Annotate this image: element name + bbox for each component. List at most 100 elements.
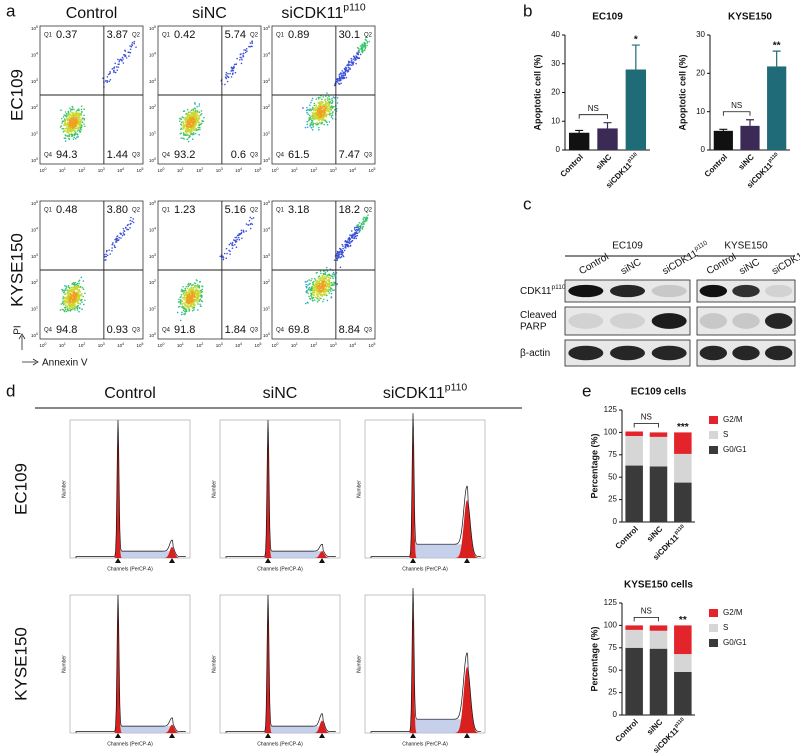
event-dot: [69, 110, 72, 112]
event-dot: [351, 61, 354, 64]
event-dot: [318, 275, 321, 277]
tick-exp: 3: [335, 342, 337, 346]
event-dot: [194, 122, 197, 125]
tick-exp: 0: [45, 167, 47, 171]
tick-exp: 4: [154, 226, 156, 230]
flow-column-label-base: Control: [66, 5, 118, 22]
event-dot: [336, 102, 339, 104]
event-dot: [184, 312, 187, 315]
event-dot: [351, 235, 353, 238]
blot-row-label: PARP: [520, 322, 547, 333]
event-dot: [71, 130, 73, 132]
event-dot: [83, 114, 85, 117]
bar: [713, 130, 733, 150]
y-tick-label: 105: [149, 200, 156, 206]
event-dot: [310, 289, 313, 292]
event-dot: [78, 280, 80, 283]
event-dot: [305, 286, 308, 289]
event-dot: [184, 118, 186, 120]
event-dot: [197, 303, 199, 305]
tick-exp: 5: [260, 342, 262, 346]
tick-base: 10: [263, 280, 269, 285]
event-dot: [74, 137, 77, 140]
tick-exp: 4: [122, 342, 124, 346]
blot-band: [732, 284, 760, 298]
event-dot: [191, 292, 194, 295]
event-dot: [70, 296, 72, 298]
event-dot: [230, 76, 233, 78]
event-dot: [75, 283, 77, 286]
blot-row-label-base: Cleaved: [520, 310, 557, 321]
event-dot: [186, 130, 188, 133]
event-dot: [75, 293, 78, 295]
bar-segment: [649, 648, 668, 715]
blot-band: [568, 313, 604, 329]
event-dot: [309, 123, 312, 125]
tick-exp: 1: [154, 131, 156, 135]
event-dot: [316, 271, 318, 274]
chart-title: KYSE150 cells: [624, 580, 693, 591]
event-dot: [366, 40, 369, 43]
s-phase-fill: [115, 551, 178, 558]
event-dot: [326, 92, 328, 94]
cycle-x-axis: Channels (PerCP-A): [257, 741, 303, 747]
event-dot: [75, 296, 78, 298]
event-dot: [315, 281, 317, 284]
event-dot: [106, 254, 109, 257]
event-dot: [189, 297, 191, 300]
event-dot: [357, 229, 359, 232]
event-dot: [325, 274, 328, 277]
event-dot: [359, 224, 362, 227]
event-dot: [179, 128, 182, 131]
event-dot: [313, 102, 316, 105]
event-dot: [343, 71, 345, 73]
bar-segment: [674, 625, 692, 655]
event-dot: [61, 288, 63, 291]
event-dot: [242, 55, 245, 58]
event-dot: [73, 133, 76, 136]
s-phase-fill: [410, 719, 473, 733]
event-dot: [67, 291, 69, 294]
event-dot: [364, 220, 367, 223]
event-dot: [325, 110, 328, 112]
event-dot: [347, 60, 350, 63]
quadrant-label: Q2: [132, 208, 141, 214]
event-dot: [73, 307, 76, 310]
event-dot: [72, 308, 74, 310]
event-dot: [320, 116, 322, 118]
tick-exp: 4: [36, 51, 38, 55]
event-dot: [184, 133, 187, 136]
g1-peak: [258, 426, 278, 558]
event-dot: [233, 65, 235, 68]
peak-marker: [265, 558, 325, 563]
event-dot: [353, 234, 356, 236]
event-dot: [306, 126, 309, 129]
legend-swatch: [709, 446, 718, 454]
quadrant-label: Q3: [132, 328, 141, 334]
event-dot: [357, 228, 360, 231]
event-dot: [340, 82, 342, 85]
event-dot: [367, 214, 369, 216]
event-dot: [336, 81, 338, 83]
event-dot: [186, 138, 189, 140]
event-dot: [324, 111, 327, 114]
plot-frame: [69, 419, 191, 559]
event-dot: [191, 298, 193, 300]
event-dot: [348, 237, 351, 239]
tick-exp: 5: [268, 200, 270, 204]
cycle-y-axis: Number: [356, 655, 362, 673]
event-dot: [357, 56, 359, 59]
event-dot: [333, 284, 335, 286]
event-dot: [196, 293, 199, 296]
event-dot: [185, 127, 188, 130]
event-dot: [318, 281, 321, 284]
event-dot: [193, 304, 196, 306]
quadrant-value: 0.93: [107, 324, 128, 336]
lane-label-base: siCDK11: [770, 248, 800, 277]
event-dot: [187, 140, 190, 143]
event-dot: [309, 288, 312, 290]
event-dot: [118, 63, 120, 65]
flow-column-label: siNC: [192, 5, 227, 22]
event-dot: [323, 123, 325, 126]
quadrant-value: 91.8: [174, 324, 195, 336]
